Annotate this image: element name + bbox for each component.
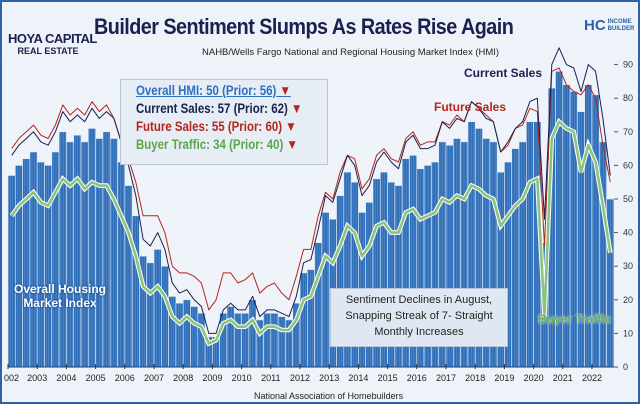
- y-tick-label: 20: [623, 295, 633, 305]
- logo-hc: HC: [584, 17, 606, 34]
- legend-text: Buyer Traffic: 34 (Prior: 40): [136, 137, 284, 152]
- hmi-bar: [153, 249, 162, 368]
- series-line-current-sales: [11, 47, 611, 334]
- overall-hmi-label: Overall Housing Market Index: [13, 282, 107, 310]
- y-tick-label: 60: [623, 160, 633, 170]
- hmi-bar: [314, 242, 323, 368]
- y-tick-label: 30: [623, 261, 633, 271]
- hmi-bar: [131, 215, 140, 368]
- hmi-bar: [518, 141, 527, 368]
- x-tick-label: 2007: [144, 373, 164, 383]
- legend-item-traffic: Buyer Traffic: 34 (Prior: 40) ▼: [136, 137, 298, 152]
- x-tick-label: 2003: [27, 373, 47, 383]
- y-tick-label: 70: [623, 127, 633, 137]
- income-builder-logo: HC INCOME BUILDER: [584, 18, 636, 33]
- x-tick-label: 2013: [319, 373, 339, 383]
- x-tick-label: 2005: [86, 373, 106, 383]
- series-line-future-sales: [11, 67, 611, 311]
- legend-text: Future Sales: 55 (Prior: 60): [136, 119, 283, 134]
- x-tick-label: 2012: [290, 373, 310, 383]
- y-tick-label: 50: [623, 194, 633, 204]
- x-tick-label: 2022: [582, 373, 602, 383]
- logo-hc-sub: INCOME BUILDER: [607, 18, 635, 32]
- hmi-bar: [146, 262, 155, 368]
- hmi-bar: [226, 306, 235, 368]
- y-tick-label: 10: [623, 328, 633, 338]
- x-tick-label: 2011: [261, 373, 280, 383]
- future-sales-label: Future Sales: [434, 100, 507, 114]
- x-tick-label: 2010: [232, 373, 252, 383]
- hmi-bar: [22, 158, 31, 368]
- x-tick-label: 2021: [553, 373, 573, 383]
- down-arrow-icon: ▼: [290, 101, 303, 116]
- down-arrow-icon: ▼: [279, 83, 291, 98]
- hmi-bar: [197, 312, 206, 368]
- x-tick-label: 2008: [173, 373, 193, 383]
- hmi-bar: [7, 175, 16, 368]
- hmi-bar: [299, 272, 308, 368]
- hmi-bar: [29, 151, 38, 368]
- y-tick-label: 0: [623, 362, 628, 372]
- x-tick-label: 2017: [436, 373, 456, 383]
- current-sales-label: Current Sales: [464, 66, 543, 80]
- legend-text: Current Sales: 57 (Prior: 62): [136, 101, 288, 116]
- down-arrow-icon: ▼: [285, 119, 297, 134]
- x-tick-label: 2018: [465, 373, 485, 383]
- x-tick-label: 2016: [407, 373, 427, 383]
- logo-subtext: REAL ESTATE: [17, 46, 79, 56]
- hmi-bar: [182, 299, 191, 368]
- y-tick-label: 90: [623, 60, 633, 70]
- x-tick-label: 2014: [348, 373, 368, 383]
- chart-subtitle: NAHB/Wells Fargo National and Regional H…: [202, 47, 500, 58]
- hoya-capital-logo: HOYA CAPITAL REAL ESTATE: [8, 14, 97, 56]
- hmi-bar: [36, 161, 45, 368]
- x-tick-label: 2015: [378, 373, 398, 383]
- hmi-bar: [44, 165, 53, 368]
- y-tick-label: 80: [623, 93, 633, 103]
- legend-item-hmi: Overall HMI: 50 (Prior: 56) ▼: [136, 83, 298, 98]
- legend-text: Overall HMI: 50 (Prior: 56): [136, 83, 277, 98]
- source-label: National Association of Homebuilders: [254, 391, 404, 401]
- hmi-bar: [190, 306, 199, 368]
- down-arrow-icon: ▼: [286, 137, 298, 152]
- logo-text: HOYA CAPITAL: [8, 31, 97, 46]
- annotation-note: Sentiment Declines in August, Snapping S…: [330, 288, 508, 347]
- x-tick-label: 2020: [524, 373, 544, 383]
- y-tick-label: 40: [623, 228, 633, 238]
- buyer-traffic-label: Buyer Traffic: [538, 312, 612, 326]
- hmi-bar: [511, 148, 520, 368]
- legend-item-future: Future Sales: 55 (Prior: 60) ▼: [136, 119, 298, 134]
- hmi-bar: [161, 265, 169, 368]
- hmi-bar: [525, 121, 534, 368]
- x-tick-label: 002: [4, 373, 19, 383]
- hmi-bar: [124, 185, 133, 368]
- legend-item-current: Current Sales: 57 (Prior: 62) ▼: [136, 101, 302, 116]
- hmi-bar: [58, 131, 67, 368]
- x-tick-label: 2004: [56, 373, 76, 383]
- x-tick-label: 2019: [494, 373, 514, 383]
- legend: Overall HMI: 50 (Prior: 56) ▼ Current Sa…: [120, 79, 328, 165]
- hmi-bar: [15, 165, 23, 368]
- hmi-bar: [175, 302, 184, 368]
- x-tick-label: 2009: [202, 373, 222, 383]
- hmi-bar: [321, 212, 330, 368]
- chart-title: Builder Sentiment Slumps As Rates Rise A…: [94, 14, 514, 39]
- x-tick-label: 2006: [115, 373, 135, 383]
- series-line-buyer-traffic: [10, 120, 612, 345]
